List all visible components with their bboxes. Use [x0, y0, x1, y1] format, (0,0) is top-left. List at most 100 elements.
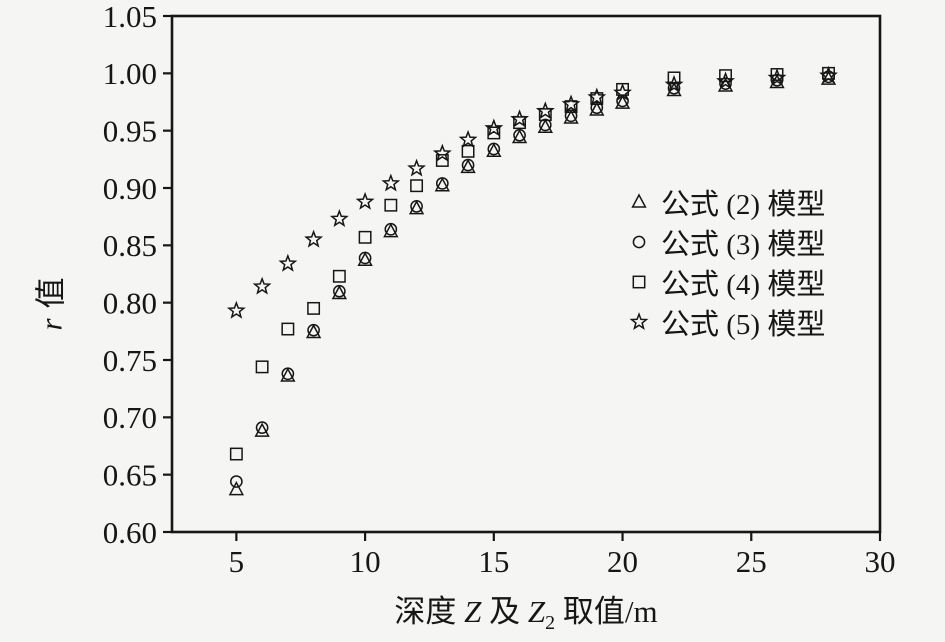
y-tick-label: 0.70	[103, 400, 157, 435]
data-point-triangle	[614, 94, 631, 109]
legend-label: 公式 (2) 模型	[661, 189, 826, 221]
x-axis-title-part: 及	[481, 594, 528, 629]
x-tick-label: 20	[607, 544, 638, 579]
x-tick-label: 10	[350, 544, 381, 579]
data-point-triangle	[305, 323, 322, 339]
data-point-star	[664, 74, 684, 93]
data-point-square	[435, 154, 449, 167]
data-point-square	[384, 198, 398, 212]
data-point-circle	[332, 284, 346, 298]
data-point-star	[381, 173, 401, 192]
y-tick-label: 1.05	[103, 0, 157, 34]
data-point-star	[561, 94, 581, 113]
x-tick-label: 25	[736, 544, 767, 579]
data-point-star	[329, 209, 349, 227]
data-point-square	[229, 447, 243, 461]
data-point-circle	[513, 128, 526, 142]
y-axis: 0.60 0.65 0.70 0.75 0.80 0.85 0.90 0.95 1.00 1.05	[103, 0, 172, 550]
data-point-square	[281, 322, 295, 336]
data-point-circle	[255, 421, 269, 435]
data-point-square	[487, 126, 501, 140]
data-point-triangle	[383, 222, 399, 238]
data-point-star	[587, 87, 607, 106]
data-point-circle	[410, 199, 423, 213]
data-point-triangle	[434, 177, 450, 192]
data-point-square	[538, 108, 552, 122]
x-tick-label: 5	[229, 544, 245, 579]
x-axis: 5 10 15 20 25 30	[229, 532, 896, 579]
data-point-square	[307, 301, 321, 315]
x-axis-title-part: 深度	[394, 594, 465, 629]
data-point-triangle	[280, 367, 296, 382]
y-tick-label: 0.90	[103, 171, 157, 206]
data-point-circle	[719, 77, 732, 91]
y-tick-label: 0.60	[103, 515, 157, 550]
data-point-triangle	[511, 128, 528, 144]
legend-item-formula-4: 公式 (4) 模型	[627, 262, 825, 302]
legend: 公式 (2) 模型 公式 (3) 模型 公式 (4) 模型 公式 (5) 模型	[627, 182, 825, 342]
data-point-triangle	[589, 101, 605, 116]
x-axis-title-z2: Z	[527, 594, 546, 629]
data-point-star	[535, 101, 555, 120]
data-point-star	[407, 158, 427, 177]
triangle-marker-glyph	[631, 193, 647, 208]
data-point-circle	[435, 177, 449, 190]
data-point-star	[767, 67, 787, 86]
data-point-square	[410, 179, 424, 193]
legend-item-formula-2: 公式 (2) 模型	[627, 182, 825, 222]
star-marker-glyph	[629, 312, 649, 331]
x-axis-title-part: 取值/m	[555, 594, 658, 629]
data-point-square	[590, 92, 604, 106]
data-point-circle	[230, 475, 243, 488]
data-point-circle	[487, 142, 501, 156]
data-point-triangle	[254, 422, 270, 437]
x-axis-title: 深度 Z 及 Z2 取值/m	[172, 586, 880, 633]
data-point-circle	[461, 158, 475, 172]
y-tick-label: 0.75	[103, 343, 157, 378]
y-axis-title: r值	[26, 209, 71, 399]
legend-item-formula-5: 公式 (5) 模型	[627, 302, 825, 342]
square-marker-glyph	[632, 275, 646, 289]
data-point-square	[719, 69, 732, 83]
data-point-star	[355, 191, 375, 210]
data-point-square	[461, 144, 475, 158]
data-point-triangle	[537, 118, 553, 133]
plot-area-border	[170, 14, 882, 534]
data-point-square	[667, 71, 681, 85]
legend-label: 公式 (3) 模型	[661, 229, 826, 261]
data-point-star	[613, 82, 632, 101]
y-tick-label: 0.85	[103, 228, 157, 263]
data-point-star	[458, 129, 478, 148]
data-point-triangle	[228, 480, 245, 496]
legend-label: 公式 (5) 模型	[661, 309, 826, 341]
y-tick-label: 0.95	[103, 114, 157, 149]
data-point-star	[252, 276, 272, 295]
y-tick-label: 0.65	[103, 458, 157, 493]
square-marker-icon	[632, 275, 646, 289]
data-point-triangle	[408, 200, 425, 215]
data-point-triangle	[486, 142, 502, 158]
triangle-marker-icon	[631, 193, 647, 208]
data-point-circle	[384, 222, 398, 236]
data-point-triangle	[460, 158, 476, 174]
data-point-star	[819, 65, 838, 84]
data-point-circle	[538, 118, 552, 132]
data-point-circle	[590, 101, 604, 115]
data-point-star	[484, 118, 504, 137]
data-point-star	[304, 229, 324, 248]
data-point-square	[332, 269, 346, 283]
legend-label: 公式 (4) 模型	[661, 269, 826, 301]
y-axis-title-symbol: r	[33, 317, 69, 331]
data-point-square	[358, 230, 372, 244]
series-star	[226, 65, 838, 319]
data-point-circle	[667, 81, 681, 95]
data-point-star	[716, 71, 735, 90]
data-point-triangle	[563, 109, 579, 124]
x-tick-label: 30	[865, 544, 896, 579]
x-axis-title-z: Z	[464, 594, 482, 629]
data-point-triangle	[331, 284, 347, 300]
data-point-square	[513, 116, 527, 130]
circle-marker-glyph	[632, 235, 646, 249]
